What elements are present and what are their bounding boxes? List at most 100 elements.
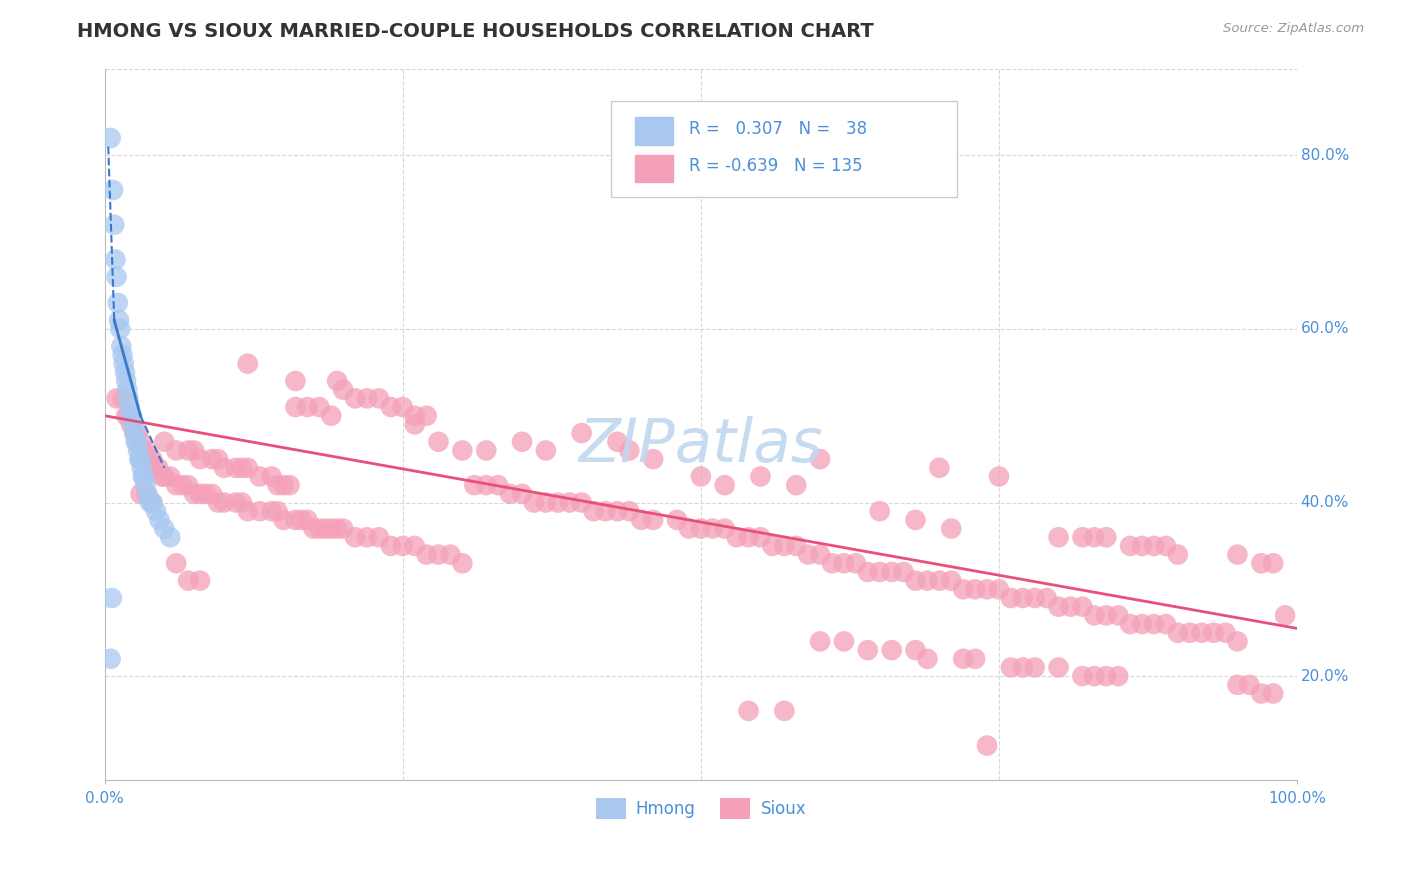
Point	[391, 539, 413, 553]
Point	[117, 409, 139, 423]
Point	[141, 452, 163, 467]
Point	[773, 704, 796, 718]
Point	[1071, 530, 1094, 544]
Point	[380, 400, 402, 414]
Point	[869, 504, 891, 518]
Point	[987, 582, 1010, 597]
Point	[904, 643, 927, 657]
Point	[510, 487, 533, 501]
Point	[749, 530, 772, 544]
Point	[132, 469, 155, 483]
Point	[571, 495, 593, 509]
Point	[108, 313, 131, 327]
Point	[987, 469, 1010, 483]
Point	[713, 478, 735, 492]
Point	[427, 548, 450, 562]
Point	[941, 574, 963, 588]
Point	[236, 504, 259, 518]
Point	[120, 417, 142, 432]
Point	[201, 487, 224, 501]
Point	[1024, 591, 1046, 605]
Point	[165, 556, 187, 570]
Text: 60.0%: 60.0%	[1301, 321, 1350, 336]
Point	[965, 652, 987, 666]
Point	[1130, 539, 1153, 553]
Point	[808, 548, 831, 562]
Point	[1095, 608, 1118, 623]
Point	[917, 574, 939, 588]
Text: ZIPatlas: ZIPatlas	[578, 417, 823, 475]
Point	[124, 434, 146, 449]
Point	[356, 530, 378, 544]
Point	[558, 495, 581, 509]
Point	[1119, 617, 1142, 632]
Point	[284, 374, 307, 388]
Point	[1250, 556, 1272, 570]
Text: 40.0%: 40.0%	[1301, 495, 1348, 510]
Point	[952, 652, 974, 666]
Point	[1071, 599, 1094, 614]
Point	[976, 739, 998, 753]
Point	[356, 392, 378, 406]
Point	[332, 383, 354, 397]
Point	[321, 409, 343, 423]
Point	[177, 574, 200, 588]
Point	[643, 513, 665, 527]
Point	[141, 495, 163, 509]
Point	[207, 452, 229, 467]
Point	[368, 392, 391, 406]
Point	[582, 504, 605, 518]
Point	[1154, 617, 1177, 632]
Point	[1083, 669, 1105, 683]
Point	[127, 443, 149, 458]
Point	[302, 522, 325, 536]
Point	[1095, 530, 1118, 544]
Point	[689, 522, 711, 536]
Point	[136, 487, 159, 501]
Point	[117, 383, 139, 397]
Point	[1263, 686, 1285, 700]
Point	[344, 392, 367, 406]
Point	[725, 530, 748, 544]
Point	[1167, 548, 1189, 562]
Point	[547, 495, 569, 509]
Point	[1071, 669, 1094, 683]
Point	[1143, 617, 1166, 632]
Point	[148, 513, 170, 527]
Text: 80.0%: 80.0%	[1301, 148, 1348, 163]
Point	[702, 522, 724, 536]
Point	[278, 478, 301, 492]
Point	[880, 643, 903, 657]
Point	[713, 522, 735, 536]
Point	[404, 409, 426, 423]
Point	[148, 460, 170, 475]
Point	[1000, 660, 1022, 674]
Point	[150, 469, 173, 483]
Point	[273, 513, 295, 527]
Point	[928, 460, 950, 475]
Point	[941, 522, 963, 536]
Point	[249, 504, 271, 518]
Point	[260, 469, 283, 483]
Point	[290, 513, 312, 527]
Bar	[636, 118, 673, 145]
Point	[129, 434, 152, 449]
Point	[159, 469, 181, 483]
Point	[415, 409, 437, 423]
Point	[207, 495, 229, 509]
Point	[1095, 669, 1118, 683]
Point	[821, 556, 844, 570]
Point	[643, 452, 665, 467]
Point	[188, 487, 211, 501]
Point	[1130, 617, 1153, 632]
Point	[1035, 591, 1057, 605]
Point	[145, 504, 167, 518]
Point	[177, 443, 200, 458]
Point	[135, 487, 157, 501]
Point	[153, 434, 176, 449]
Point	[1047, 530, 1070, 544]
Point	[212, 460, 235, 475]
Point	[183, 443, 205, 458]
Point	[534, 495, 557, 509]
Point	[153, 469, 176, 483]
